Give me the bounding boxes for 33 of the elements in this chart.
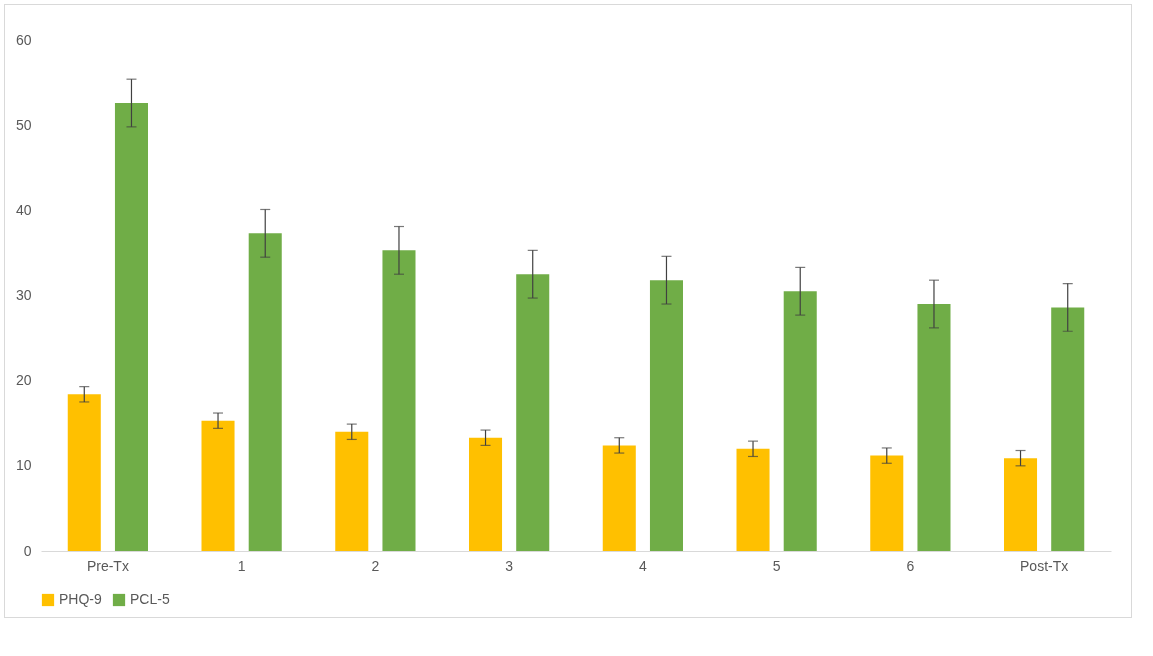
bar [335,431,369,551]
bar [1004,458,1038,551]
bar [114,103,148,551]
bar [516,274,550,551]
bar [382,250,416,551]
bar [736,448,770,551]
y-tick-label: 40 [15,201,32,218]
bar [469,437,503,551]
bar [248,233,282,551]
x-tick-label: 6 [906,557,915,574]
y-tick-label: 50 [15,116,32,133]
x-tick-label: 2 [371,557,380,574]
legend-label: PHQ-9 [59,591,102,607]
x-tick-label: 1 [237,557,246,574]
bar [870,455,904,551]
y-tick-label: 0 [23,542,32,559]
legend-label: PCL-5 [130,591,170,607]
bar [602,445,636,551]
bar [917,304,951,551]
bar [783,291,817,551]
y-tick-label: 10 [15,457,32,474]
bar [1051,307,1085,551]
x-tick-label: Post-Tx [1020,557,1069,574]
y-tick-label: 20 [15,372,32,389]
x-tick-label: Pre-Tx [86,557,129,574]
y-tick-label: 60 [15,31,32,48]
bar [649,280,683,551]
x-tick-label: 4 [638,557,647,574]
bar [67,394,101,551]
bar [201,420,235,551]
x-tick-label: 3 [505,557,514,574]
y-tick-label: 30 [15,287,32,303]
x-tick-label: 5 [772,557,781,574]
